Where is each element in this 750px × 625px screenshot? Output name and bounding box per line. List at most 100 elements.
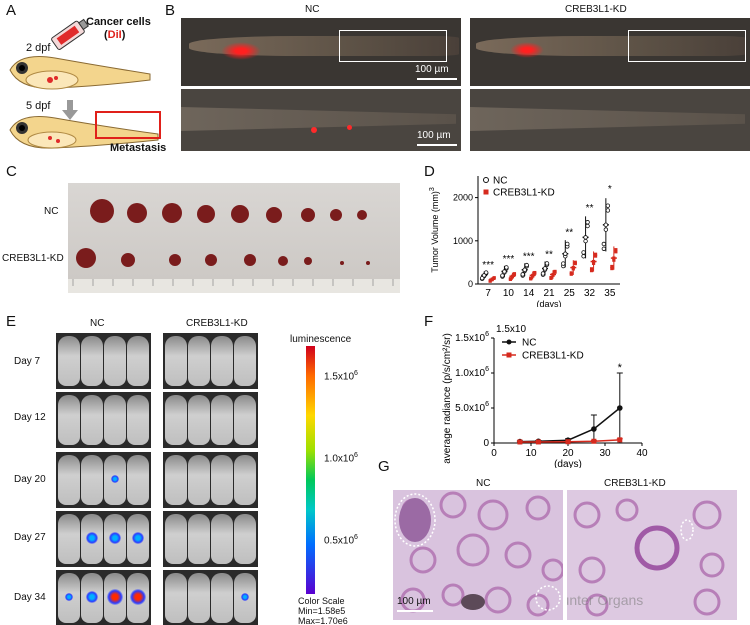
colorbar-tick-0: 1.5x106 bbox=[324, 370, 358, 383]
label-cancer-cells: Cancer cells bbox=[86, 16, 151, 28]
mouse bbox=[58, 455, 80, 505]
d-sig-2: *** bbox=[523, 252, 535, 263]
d-pt-1-1-5 bbox=[512, 272, 517, 276]
f-pt-1-0 bbox=[517, 439, 523, 445]
d-pt-1-5-5 bbox=[593, 252, 598, 256]
signal-spot bbox=[86, 591, 98, 603]
mouse bbox=[188, 395, 210, 445]
metastasis-box bbox=[95, 111, 161, 139]
mouse bbox=[234, 395, 256, 445]
d-pt-1-6-1 bbox=[612, 258, 616, 262]
signal-spot bbox=[65, 593, 73, 601]
mouse bbox=[58, 514, 80, 564]
d-pt-1-1-4 bbox=[510, 274, 515, 278]
f-pt-0-3 bbox=[591, 426, 597, 432]
d-pt-1-3-3 bbox=[549, 275, 553, 280]
color-scale-min: Min=1.58e5 bbox=[298, 606, 346, 616]
f-pt-1-4 bbox=[617, 437, 623, 443]
signal-spot bbox=[241, 593, 249, 601]
ivis-row-1-2 bbox=[163, 452, 258, 508]
d-pt-0-1-5 bbox=[504, 265, 509, 270]
d-pt-0-2-3 bbox=[520, 272, 525, 277]
d-xtick-3: 21 bbox=[543, 288, 555, 299]
d-pt-0-0-5 bbox=[483, 270, 489, 275]
mouse bbox=[211, 455, 233, 505]
micrograph-nc-tail: 100 µm bbox=[181, 89, 461, 151]
mouse bbox=[127, 573, 149, 623]
mouse bbox=[81, 573, 103, 623]
micrograph-nc-whole: 100 µm bbox=[181, 18, 461, 86]
d-pt-1-6-4 bbox=[612, 256, 616, 260]
ivis-row-0-2 bbox=[56, 452, 151, 508]
d-xtick-5: 32 bbox=[584, 288, 596, 299]
panel-c-kd-label: CREB3L1-KD bbox=[2, 253, 64, 264]
mouse bbox=[188, 455, 210, 505]
d-pt-0-1-3 bbox=[500, 273, 505, 278]
mouse bbox=[211, 573, 233, 623]
d-pt-0-3-4 bbox=[542, 266, 548, 271]
f-xtick-3: 30 bbox=[599, 448, 611, 459]
label-dil-group: (DiI) bbox=[104, 29, 125, 41]
d-pt-0-2-5 bbox=[524, 262, 529, 268]
f-ytick-0: 0 bbox=[483, 438, 489, 449]
color-scale-max: Max=1.70e6 bbox=[298, 616, 348, 625]
d-pt-0-3-5 bbox=[544, 261, 550, 266]
mouse bbox=[188, 514, 210, 564]
ivis-row-1-0 bbox=[163, 333, 258, 389]
panel-label-g: G bbox=[378, 458, 390, 475]
d-pt-1-3-4 bbox=[551, 272, 555, 277]
d-legend-0: NC bbox=[493, 176, 507, 187]
f-legend-0: NC bbox=[522, 338, 536, 349]
panel-b-kd-title: CREB3L1-KD bbox=[565, 4, 627, 15]
f-pt-1-3 bbox=[591, 438, 597, 444]
ivis-row-1-4 bbox=[163, 570, 258, 625]
d-pt-0-5-4 bbox=[583, 235, 588, 240]
mouse bbox=[104, 336, 126, 386]
day-label-4: Day 34 bbox=[14, 592, 46, 603]
panel-g-nc-title: NC bbox=[476, 478, 491, 489]
mouse bbox=[234, 573, 256, 623]
mouse bbox=[188, 336, 210, 386]
panel-label-f: F bbox=[424, 313, 434, 330]
label-dil: DiI bbox=[107, 29, 122, 41]
f-top-label: 1.5x10 bbox=[496, 324, 526, 335]
d-pt-0-5-0 bbox=[581, 254, 586, 259]
d-pt-0-6-1 bbox=[603, 227, 609, 232]
mouse bbox=[165, 455, 187, 505]
d-pt-1-4-5 bbox=[573, 260, 577, 264]
mouse bbox=[211, 514, 233, 564]
signal-spot bbox=[109, 532, 121, 544]
panel-label-b: B bbox=[165, 2, 176, 19]
histology-nc: 100 µm bbox=[393, 490, 563, 620]
panel-c-nc-label: NC bbox=[44, 206, 59, 217]
zebrafish-diagram bbox=[9, 18, 161, 149]
mouse bbox=[165, 395, 187, 445]
histology-scale-bar: 100 µm bbox=[397, 596, 431, 607]
d-legend-marker-1 bbox=[483, 189, 489, 195]
d-pt-1-5-3 bbox=[589, 267, 594, 271]
d-pt-1-2-4 bbox=[531, 273, 535, 277]
d-sig-5: ** bbox=[586, 203, 594, 214]
f-xtick-1: 10 bbox=[525, 448, 537, 459]
mouse bbox=[58, 336, 80, 386]
d-pt-0-6-3 bbox=[601, 241, 607, 247]
d-pt-1-3-5 bbox=[553, 269, 557, 274]
mouse bbox=[58, 395, 80, 445]
d-pt-1-5-2 bbox=[593, 254, 598, 258]
d-pt-1-2-5 bbox=[533, 270, 537, 275]
d-xlabel: (days) bbox=[536, 299, 561, 307]
mouse bbox=[234, 336, 256, 386]
day-label-2: Day 20 bbox=[14, 474, 46, 485]
d-pt-0-4-3 bbox=[561, 261, 566, 266]
mouse bbox=[104, 573, 126, 623]
d-ylabel: Tumor Volume (mm)3 bbox=[429, 187, 440, 273]
panel-label-a: A bbox=[6, 2, 17, 19]
panel-label-d: D bbox=[424, 163, 435, 180]
mouse bbox=[127, 336, 149, 386]
d-pt-1-0-5 bbox=[492, 276, 496, 280]
ivis-row-0-0 bbox=[56, 333, 151, 389]
f-sig-4: * bbox=[618, 362, 623, 374]
mouse bbox=[188, 573, 210, 623]
watermark: 公众号 · Hunter Organs bbox=[567, 592, 644, 608]
mouse bbox=[81, 395, 103, 445]
